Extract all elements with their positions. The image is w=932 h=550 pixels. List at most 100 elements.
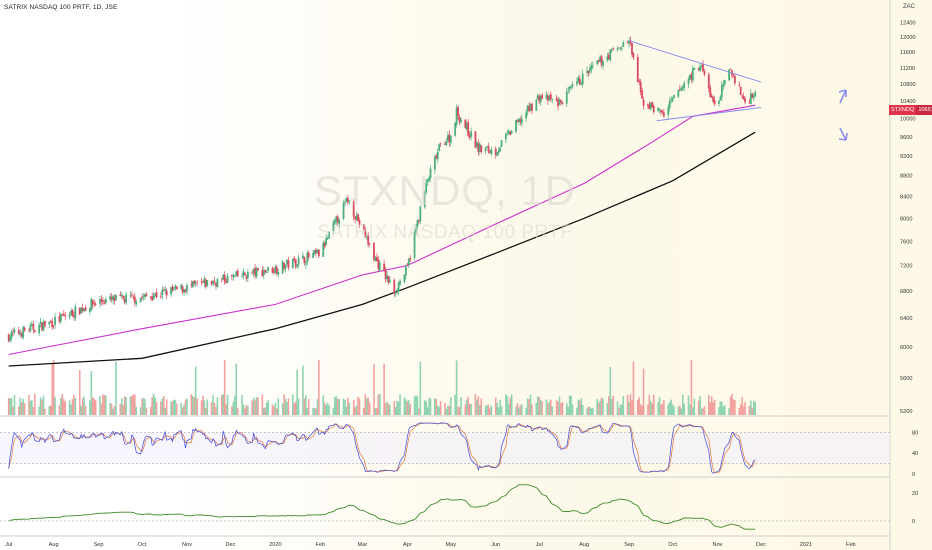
x-tick-label: Sep [94,542,104,548]
volume-bar [213,402,216,415]
candle-body [190,284,193,286]
candle-body [597,59,600,62]
y-tick-label: 5200 [900,409,912,415]
candle-body [722,83,725,87]
candle-body [618,47,620,49]
candle-body [387,275,390,283]
volume-bar [449,397,452,415]
volume-bar [629,394,632,415]
volume-bar [251,400,254,415]
candle-body [252,269,255,274]
volume-bar [515,406,517,415]
candle-body [418,221,420,222]
volume-bar [555,400,558,415]
candle-body [90,298,93,310]
volume-bar [418,408,420,415]
volume-bar [387,403,390,415]
volume-bar [650,400,652,415]
volume-bar [122,405,125,415]
volume-bar [296,369,298,415]
candle-body [335,216,338,222]
candle-body [103,303,106,305]
volume-bar [499,399,501,415]
candle-body [610,48,613,51]
volume-bar [245,405,248,415]
candle-body [677,89,680,97]
candle-body [262,270,265,276]
candle-body [115,294,117,301]
candle-body [433,156,436,170]
candle-body [581,73,584,85]
candle-body [164,289,167,291]
candle-body [246,272,249,278]
volume-bar [548,401,551,415]
candle-body [28,330,30,332]
candle-body [626,42,629,44]
candle-body [535,99,538,111]
candle-body [449,135,452,143]
volume-bar [276,408,278,415]
volume-bar [428,398,430,415]
volume-bar [105,395,107,415]
candle-body [444,143,446,145]
volume-bar [429,398,432,415]
candle-body [313,250,316,255]
candle-body [576,81,578,85]
x-tick-label: 2021 [800,542,812,548]
volume-bar [338,398,340,415]
volume-bar [336,399,339,415]
candle-body [590,65,593,70]
y-tick-label: 12000 [900,35,916,41]
candle-body [497,150,500,153]
candle-body [386,275,388,279]
volume-bar [110,403,113,415]
volume-bar [415,395,417,415]
volume-bar [174,400,177,415]
candle-body [19,332,22,335]
candle-body [739,86,742,95]
volume-bar [9,398,11,415]
candle-body [748,101,751,103]
candle-body [531,103,533,111]
volume-bar [357,396,359,415]
volume-bar [49,405,52,415]
volume-bar [579,400,581,415]
candle-body [204,279,207,287]
volume-bar [448,405,451,415]
candle-body [409,257,412,260]
candle-body [477,143,480,152]
candle-body [622,42,625,47]
candle-body [294,259,297,267]
candle-body [754,92,757,97]
volume-bar [661,403,664,415]
candle-body [728,69,731,81]
candle-body [336,216,339,223]
volume-bar [592,407,594,415]
candle-body [600,56,603,65]
volume-bar [389,405,391,415]
projection-arrow-down [838,127,848,141]
volume-bar [516,403,519,415]
volume-bar [176,403,178,415]
candle-body [673,95,675,98]
volume-bar [622,396,625,415]
candle-body [312,253,314,258]
volume-bar [581,404,584,415]
volume-bar [123,396,126,415]
candle-body [30,323,33,326]
volume-bar [426,407,429,415]
candle-body [99,299,101,304]
candle-body [232,275,235,277]
volume-bar [497,407,500,415]
volume-bar [200,400,203,415]
price-badge-symbol: STXNDQ [889,105,917,115]
candle-body [254,267,257,276]
candle-body [161,289,164,296]
volume-bar [616,401,619,415]
volume-bar [283,394,285,415]
volume-bar [236,407,239,415]
candle-body [109,296,112,300]
volume-bar [599,400,601,415]
